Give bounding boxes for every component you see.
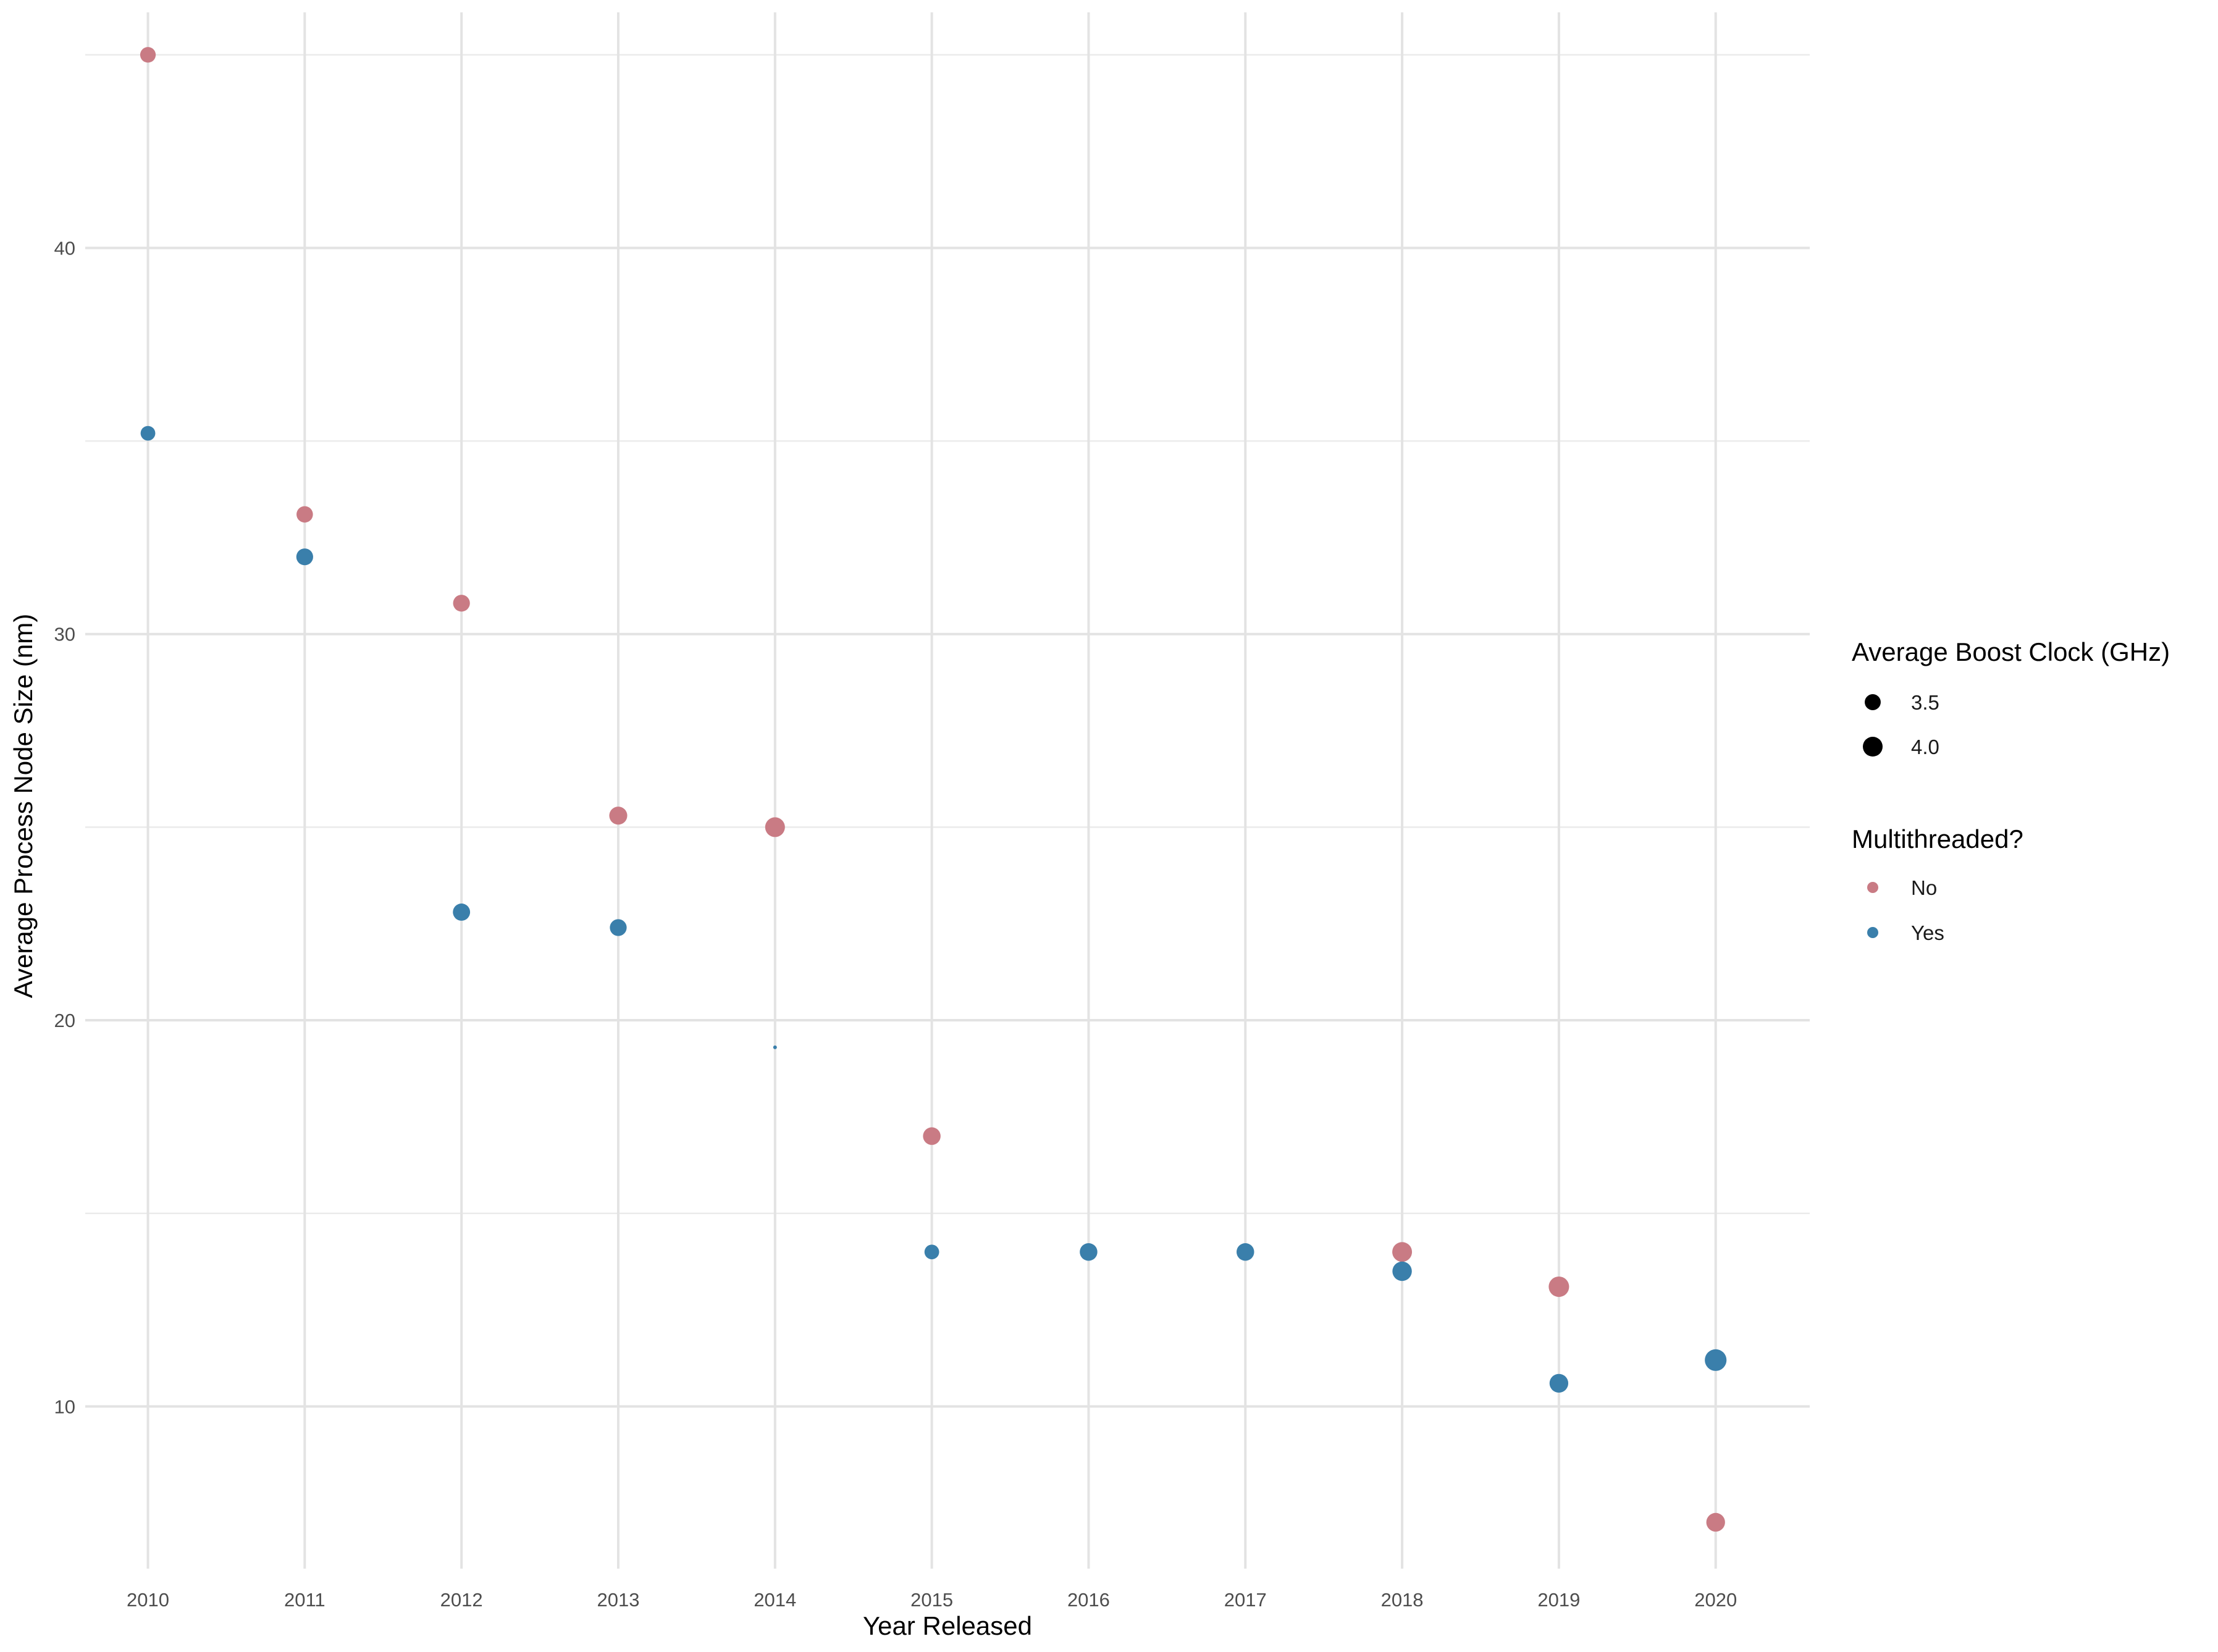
data-point [1706, 1512, 1725, 1532]
color-legend-key [1867, 882, 1878, 893]
data-points [140, 47, 1727, 1532]
y-tick-label: 30 [54, 624, 75, 645]
data-point [1237, 1243, 1254, 1261]
x-tick-label: 2020 [1694, 1589, 1737, 1611]
grid-lines [85, 12, 1810, 1569]
size-legend-label: 3.5 [1911, 691, 1939, 714]
data-point [1549, 1373, 1569, 1393]
x-axis-ticks: 2010 2011 2012 2013 2014 2015 2016 2017 2018 2019… [127, 1589, 1737, 1611]
data-point [453, 595, 470, 612]
data-point [1705, 1349, 1727, 1371]
size-legend-key [1862, 736, 1883, 757]
y-tick-label: 20 [54, 1010, 75, 1031]
data-point [610, 919, 627, 936]
legend: Average Boost Clock (GHz) 3.5 4.0 Multith… [1852, 637, 2170, 944]
data-point [1392, 1242, 1413, 1262]
data-point [923, 1127, 941, 1145]
x-tick-label: 2012 [440, 1589, 483, 1611]
y-axis-title: Average Process Node Size (nm) [9, 614, 38, 999]
data-point [924, 1244, 939, 1260]
y-tick-label: 40 [54, 237, 75, 259]
data-point [140, 47, 156, 63]
color-legend-entries: No Yes [1867, 876, 1944, 944]
size-legend-label: 4.0 [1911, 736, 1939, 758]
data-point [609, 807, 628, 825]
x-tick-label: 2011 [284, 1589, 326, 1611]
data-point [296, 506, 313, 523]
data-point [453, 904, 471, 921]
x-tick-label: 2015 [910, 1589, 953, 1611]
x-tick-label: 2017 [1224, 1589, 1267, 1611]
data-point [1080, 1243, 1098, 1261]
x-tick-label: 2010 [127, 1589, 169, 1611]
x-tick-label: 2013 [597, 1589, 639, 1611]
color-legend-label: Yes [1911, 921, 1944, 944]
x-tick-label: 2014 [754, 1589, 796, 1611]
color-legend-key [1867, 927, 1878, 938]
data-point [773, 1045, 777, 1049]
data-point [296, 548, 313, 566]
size-legend-entries: 3.5 4.0 [1862, 691, 1939, 758]
color-legend-title: Multithreaded? [1852, 824, 2023, 853]
x-axis-title: Year Released [863, 1611, 1032, 1640]
size-legend-title: Average Boost Clock (GHz) [1852, 637, 2170, 666]
data-point [1548, 1276, 1569, 1298]
x-tick-label: 2018 [1381, 1589, 1424, 1611]
x-tick-label: 2016 [1067, 1589, 1110, 1611]
data-point [140, 426, 156, 441]
y-tick-label: 10 [54, 1396, 75, 1417]
x-tick-label: 2019 [1537, 1589, 1580, 1611]
data-point [765, 817, 785, 837]
size-legend-key [1865, 694, 1881, 710]
color-legend-label: No [1911, 876, 1937, 899]
y-axis-ticks: 10 20 30 40 [54, 237, 75, 1417]
data-point [1392, 1261, 1412, 1281]
